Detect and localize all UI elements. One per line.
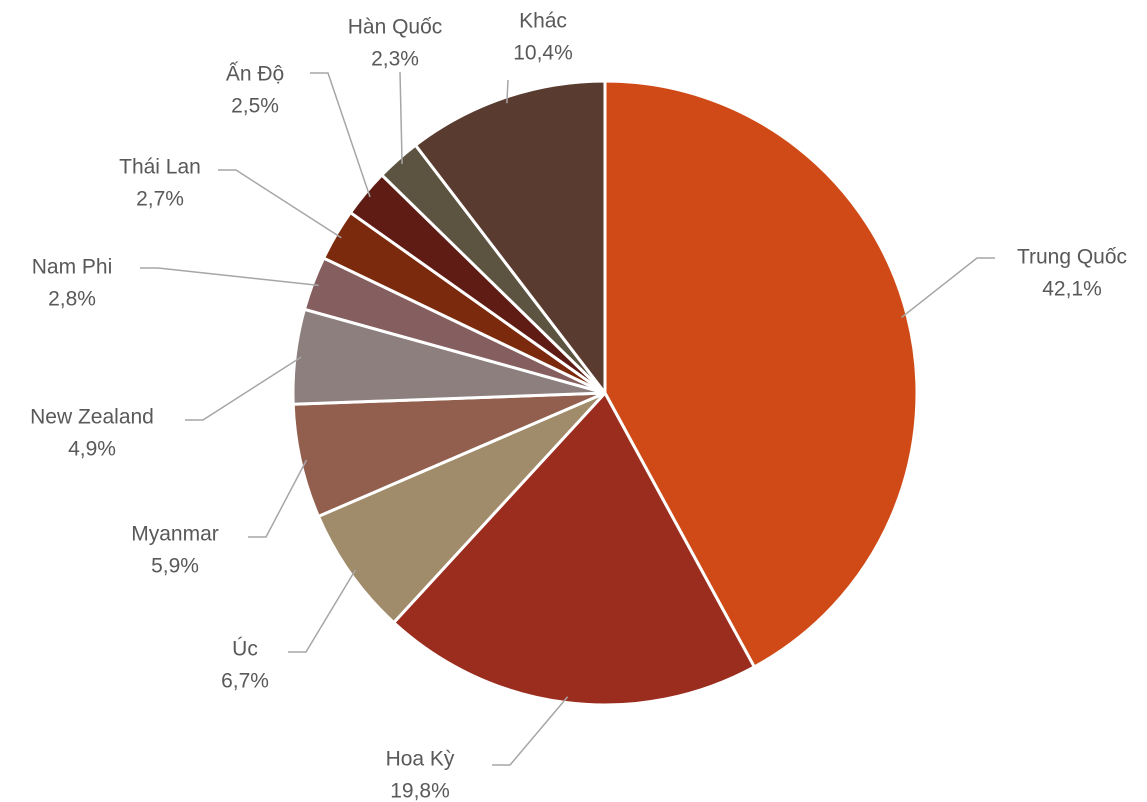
slice-value-label: 2,5%	[231, 95, 279, 118]
pie-slice	[391, 390, 757, 707]
slice-label: Ấn Độ	[226, 63, 284, 86]
slice-label: Thái Lan	[119, 156, 201, 179]
slice-value-label: 42,1%	[1042, 278, 1102, 301]
slice-label: Nam Phi	[32, 256, 113, 279]
slice-value-label: 4,9%	[68, 438, 116, 461]
leader-line	[218, 169, 342, 239]
leader-line	[248, 459, 308, 538]
leader-line	[506, 79, 509, 104]
leader-line	[310, 72, 371, 198]
slice-value-label: 19,8%	[390, 780, 450, 802]
leader-line	[288, 569, 357, 653]
pie-slice	[316, 391, 607, 625]
leader-line	[901, 257, 995, 319]
pie-slice	[413, 79, 607, 398]
slice-value-label: 2,3%	[371, 48, 419, 71]
slice-label: Úc	[232, 638, 258, 661]
leader-line	[492, 696, 569, 766]
slice-value-label: 10,4%	[513, 42, 573, 65]
pie-slice	[603, 79, 919, 669]
leader-line	[140, 267, 319, 287]
slice-value-label: 2,8%	[48, 288, 96, 311]
slice-value-label: 5,9%	[151, 555, 199, 578]
slice-label: Myanmar	[131, 523, 219, 546]
slice-value-label: 6,7%	[221, 670, 269, 693]
slice-label: Khác	[519, 10, 567, 33]
slice-label: Hàn Quốc	[348, 16, 443, 39]
leader-line	[399, 71, 403, 164]
slice-label: Trung Quốc	[1017, 246, 1127, 269]
slice-label: New Zealand	[30, 406, 154, 429]
slice-label: Hoa Kỳ	[386, 748, 455, 771]
slice-value-label: 2,7%	[136, 188, 184, 211]
leader-line	[185, 356, 302, 421]
